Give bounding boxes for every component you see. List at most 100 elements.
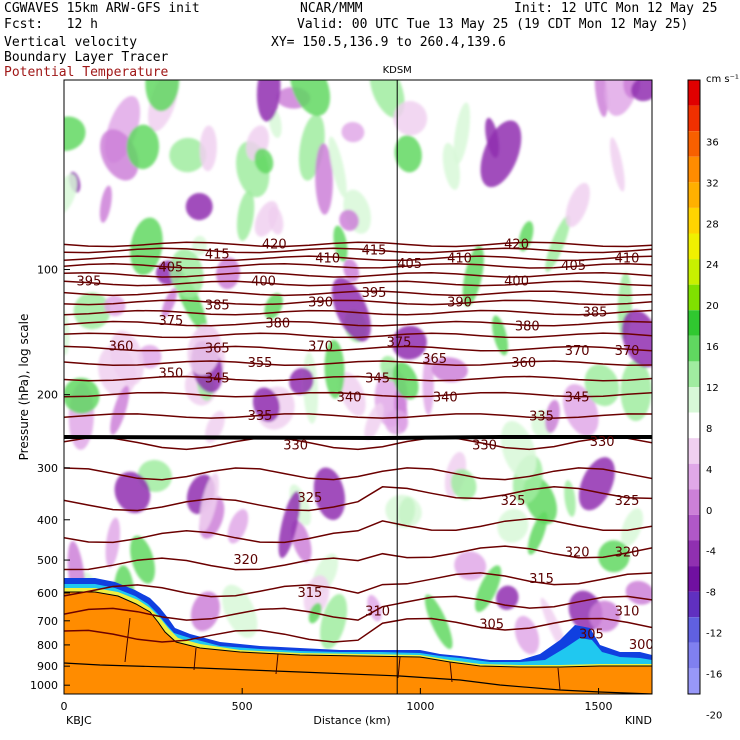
x-axis-ticks: 0 500 1000 1500 — [61, 688, 613, 713]
velocity-blob — [431, 357, 468, 383]
colorbar-swatch — [688, 489, 700, 515]
velocity-blob — [578, 457, 615, 511]
velocity-blob — [589, 600, 621, 632]
colorbar-label: 20 — [706, 301, 719, 312]
colorbar-unit: cm s⁻¹ — [706, 74, 739, 85]
velocity-blob — [99, 185, 112, 223]
x-tick-label: 1000 — [406, 700, 434, 713]
colorbar-label: 32 — [706, 178, 719, 189]
contour-label: 360 — [109, 339, 134, 354]
contour-label: 395 — [77, 275, 102, 290]
contour-label: 325 — [615, 494, 640, 509]
velocity-blob — [185, 192, 213, 221]
contour-label: 420 — [262, 237, 287, 252]
theta-contour — [64, 280, 652, 287]
y-tick-label: 200 — [37, 389, 58, 402]
theta-contour — [64, 299, 652, 306]
contour-label: 305 — [479, 618, 504, 633]
contour-label: 315 — [297, 586, 322, 601]
colorbar-swatch — [688, 514, 700, 541]
contour-label: 405 — [158, 261, 183, 276]
theta-contour — [64, 518, 652, 544]
contour-label: 360 — [511, 356, 536, 371]
colorbar-label: 4 — [706, 465, 712, 476]
theta-contour — [64, 391, 652, 398]
velocity-blob — [328, 136, 347, 198]
theta-contour — [64, 247, 652, 254]
velocity-blob — [594, 80, 608, 118]
colorbar-swatch — [688, 463, 700, 490]
contour-label: 400 — [504, 275, 529, 290]
velocity-blob — [289, 367, 314, 395]
theta-contour — [64, 262, 652, 269]
contour-label: 315 — [529, 572, 554, 587]
velocity-blob — [545, 399, 560, 433]
velocity-blob — [254, 148, 274, 174]
colorbar-swatch — [688, 182, 700, 208]
y-tick-label: 1000 — [30, 679, 58, 692]
velocity-blob — [424, 594, 453, 650]
theta-contour — [64, 360, 652, 367]
velocity-blob — [621, 310, 652, 368]
velocity-blob — [315, 143, 333, 215]
velocity-blob — [199, 473, 219, 532]
contour-label: 305 — [579, 627, 604, 642]
velocity-blob — [98, 345, 137, 397]
contour-label: 325 — [501, 494, 526, 509]
colorbar-label: -16 — [706, 670, 722, 681]
contour-label: 355 — [248, 356, 273, 371]
velocity-blob — [462, 245, 484, 307]
theta-contour — [64, 595, 652, 621]
velocity-blob — [453, 102, 471, 165]
theta-contour — [64, 436, 652, 451]
contour-label: 385 — [205, 298, 230, 313]
contour-label: 395 — [362, 286, 387, 301]
velocity-blob — [320, 594, 348, 650]
contour-label: 405 — [397, 257, 422, 272]
contour-label: 335 — [248, 409, 273, 424]
colorbar-swatch — [688, 540, 700, 567]
velocity-blob — [604, 80, 641, 116]
theta-contour-lines — [64, 241, 652, 643]
y-tick-label: 500 — [37, 554, 58, 567]
velocity-blob — [620, 508, 644, 547]
contour-label: 400 — [251, 275, 276, 290]
contour-label: 410 — [447, 251, 472, 266]
contour-label: 340 — [433, 390, 458, 405]
y-tick-label: 400 — [37, 514, 58, 527]
contour-label: 335 — [529, 410, 554, 425]
colorbar-label: -12 — [706, 629, 722, 640]
terrain-ground-line — [64, 662, 652, 694]
velocity-blob — [393, 100, 428, 136]
theta-contour — [64, 271, 652, 278]
theta-contour — [64, 255, 652, 262]
colorbar: 36 32 28 24 20 16 12 8 4 0 -4 -8 -12 -16 -20 — [687, 79, 722, 721]
contour-label: 330 — [472, 438, 497, 453]
velocity-blob — [268, 206, 284, 235]
velocity-blob — [394, 135, 422, 173]
contour-label: 345 — [565, 390, 590, 405]
velocity-blob — [392, 362, 419, 400]
velocity-blob — [385, 494, 422, 528]
colorbar-swatch — [688, 310, 700, 336]
velocity-blob — [367, 594, 382, 622]
theta-contour — [64, 467, 652, 481]
field-label-boundary-layer-tracer: Boundary Layer Tracer — [4, 50, 169, 65]
contour-label: 330 — [590, 435, 615, 450]
velocity-blob — [341, 122, 365, 143]
velocity-blob — [199, 125, 217, 172]
x-tick-label: 500 — [232, 700, 253, 713]
contour-label: 375 — [387, 336, 412, 351]
contour-label: 300 — [629, 638, 654, 653]
contour-label: 325 — [297, 491, 322, 506]
theta-contour — [64, 486, 652, 512]
theta-contour — [64, 290, 652, 297]
contour-label: 420 — [504, 237, 529, 252]
contour-label: 410 — [315, 251, 340, 266]
contour-label: 320 — [233, 553, 258, 568]
velocity-blob — [169, 137, 207, 173]
contour-label: 365 — [422, 352, 447, 367]
theta-contour — [64, 617, 652, 643]
colorbar-label: -4 — [706, 547, 716, 558]
velocity-blob — [221, 584, 258, 638]
